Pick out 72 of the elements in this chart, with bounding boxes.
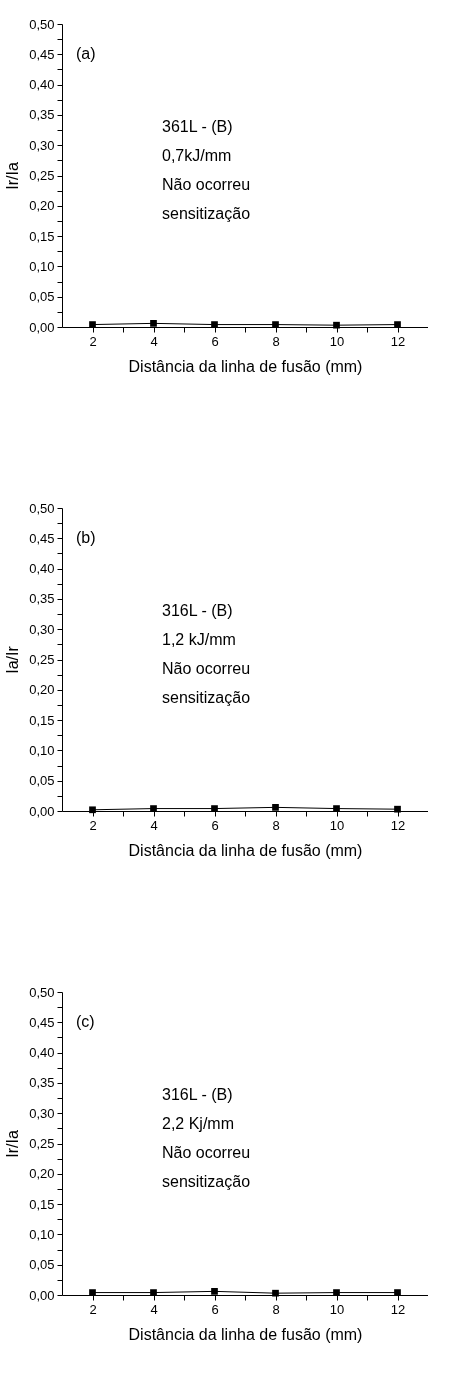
x-tick-label: 12 <box>390 817 406 833</box>
y-tick-label: 0,10 <box>29 742 55 758</box>
x-tick-label: 8 <box>272 333 280 349</box>
y-tick-label: 0,40 <box>29 561 55 577</box>
x-tick-label: 2 <box>89 333 97 349</box>
annotation: Não ocorreu <box>162 176 251 193</box>
y-tick-label: 0,15 <box>29 1196 55 1212</box>
x-tick-label: 12 <box>390 333 406 349</box>
y-tick-label: 0,05 <box>29 289 55 305</box>
annotation: sensitização <box>162 1173 251 1190</box>
y-tick-label: 0,30 <box>29 137 55 153</box>
annotation: 1,2 kJ/mm <box>162 631 236 648</box>
y-tick-label: 0,15 <box>29 712 55 728</box>
x-axis-title: Distância da linha de fusão (mm) <box>128 841 363 859</box>
y-tick-label: 0,30 <box>29 1105 55 1121</box>
x-axis-title: Distância da linha de fusão (mm) <box>128 357 363 375</box>
y-tick-label: 0,00 <box>29 319 55 335</box>
annotation: 2,2 Kj/mm <box>162 1115 235 1132</box>
x-tick-label: 10 <box>329 333 345 349</box>
y-tick-label: 0,35 <box>29 107 55 123</box>
y-tick-label: 0,20 <box>29 682 55 698</box>
x-tick-label: 8 <box>272 1301 280 1317</box>
annotation: (c) <box>76 1013 95 1030</box>
y-tick-label: 0,45 <box>29 46 55 62</box>
annotation: (b) <box>76 529 96 546</box>
annotation: (a) <box>76 45 96 62</box>
x-tick-label: 6 <box>211 817 219 833</box>
y-axis-title: Ir/Ia <box>4 1130 22 1158</box>
y-tick-label: 0,20 <box>29 1166 55 1182</box>
y-tick-label: 0,25 <box>29 168 55 183</box>
annotation: 0,7kJ/mm <box>162 147 232 164</box>
y-tick-label: 0,25 <box>29 1136 55 1151</box>
y-tick-label: 0,00 <box>29 803 55 819</box>
x-tick-label: 6 <box>211 1301 219 1317</box>
x-tick-label: 4 <box>150 1301 158 1317</box>
annotation: 316L - (B) <box>162 602 233 619</box>
y-tick-label: 0,10 <box>29 1226 55 1242</box>
y-tick-label: 0,50 <box>29 984 55 1000</box>
y-tick-label: 0,40 <box>29 1045 55 1061</box>
x-tick-label: 2 <box>89 1301 97 1317</box>
x-tick-label: 2 <box>89 817 97 833</box>
x-tick-label: 12 <box>390 1301 406 1317</box>
x-tick-label: 10 <box>329 1301 345 1317</box>
y-tick-label: 0,00 <box>29 1287 55 1303</box>
x-tick-label: 4 <box>150 333 158 349</box>
x-tick-label: 4 <box>150 817 158 833</box>
x-tick-label: 10 <box>329 817 345 833</box>
x-tick-label: 8 <box>272 817 280 833</box>
x-tick-label: 6 <box>211 333 219 349</box>
y-tick-label: 0,30 <box>29 621 55 637</box>
y-tick-label: 0,35 <box>29 1075 55 1091</box>
y-tick-label: 0,40 <box>29 77 55 93</box>
y-tick-label: 0,50 <box>29 500 55 516</box>
y-axis-title: Ia/Ir <box>4 645 22 674</box>
annotation: sensitização <box>162 205 251 222</box>
y-tick-label: 0,05 <box>29 773 55 789</box>
y-tick-label: 0,35 <box>29 591 55 607</box>
annotation: 361L - (B) <box>162 118 233 135</box>
annotation: 316L - (B) <box>162 1086 233 1103</box>
annotation: Não ocorreu <box>162 660 251 677</box>
y-tick-label: 0,50 <box>29 16 55 32</box>
annotation: Não ocorreu <box>162 1144 251 1161</box>
y-axis-title: Ir/Ia <box>4 162 22 190</box>
annotation: sensitização <box>162 689 251 706</box>
y-tick-label: 0,45 <box>29 1014 55 1030</box>
y-tick-label: 0,45 <box>29 530 55 546</box>
y-tick-label: 0,15 <box>29 228 55 244</box>
x-axis-title: Distância da linha de fusão (mm) <box>128 1325 363 1343</box>
y-tick-label: 0,10 <box>29 258 55 274</box>
y-tick-label: 0,20 <box>29 198 55 214</box>
y-tick-label: 0,05 <box>29 1257 55 1273</box>
y-tick-label: 0,25 <box>29 652 55 667</box>
